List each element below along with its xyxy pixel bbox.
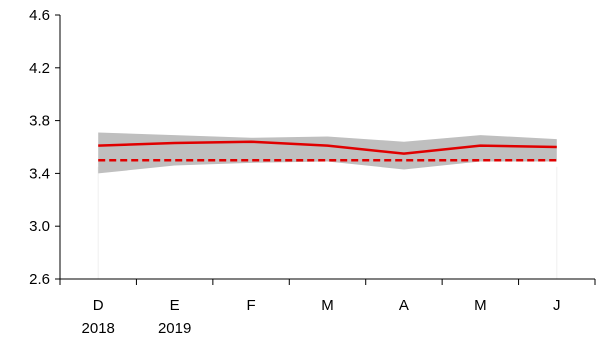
range-band-layer xyxy=(98,132,557,174)
y-tick-label: 4.2 xyxy=(29,60,50,77)
x-tick-label: J xyxy=(553,297,561,314)
x-year-label: 2018 xyxy=(82,320,115,337)
x-tick-label: E xyxy=(170,297,180,314)
range-band xyxy=(98,132,557,174)
solid-series-line xyxy=(98,140,557,155)
y-tick-label: 3.4 xyxy=(29,165,50,182)
x-tick-label: M xyxy=(474,297,487,314)
x-tick-label: F xyxy=(246,297,255,314)
series-lines-layer xyxy=(98,140,557,162)
x-tick-label: M xyxy=(321,297,334,314)
tick-labels-layer: 2.6 3.0 3.4 3.8 4.2 4.6 D 2018 E 2019 F M A M J xyxy=(29,7,560,337)
y-tick-label: 2.6 xyxy=(29,271,50,288)
y-tick-label: 3.8 xyxy=(29,113,50,130)
y-tick-label: 3.0 xyxy=(29,218,50,235)
x-year-label: 2019 xyxy=(158,320,191,337)
vertical-guides xyxy=(97,166,558,279)
axes-layer xyxy=(55,14,596,285)
y-tick-label: 4.6 xyxy=(29,7,50,24)
x-tick-label: D xyxy=(93,297,104,314)
x-tick-label: A xyxy=(399,297,409,314)
